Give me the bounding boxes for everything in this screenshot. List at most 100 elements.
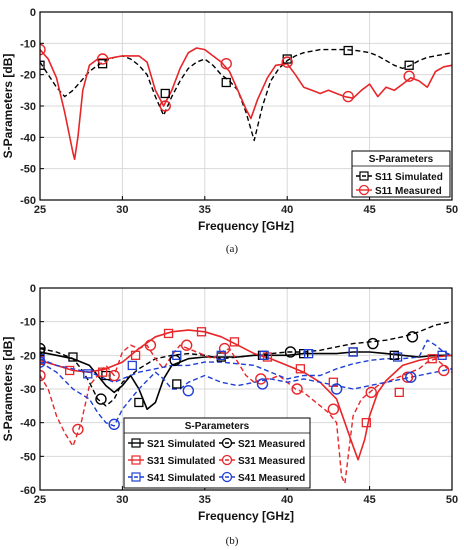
- marker-s31-measured: [218, 342, 231, 355]
- chart-b: 25 30 35 40 45 50 0 -10 -20 -30 -40 -50 -60 Frequency…: [1, 283, 458, 547]
- y-tick-label: -40: [20, 418, 36, 430]
- marker-s41-measured: [330, 383, 343, 395]
- marker-s31-simulated: [427, 354, 437, 364]
- marker-s41-measured: [182, 384, 195, 397]
- marker-s11-measured: [220, 58, 232, 70]
- marker-s11-simulated: [160, 88, 170, 99]
- marker-s31-measured: [327, 403, 340, 415]
- marker-s21-measured: [367, 337, 379, 350]
- marker-s31-measured: [40, 369, 46, 382]
- marker-s41-simulated: [259, 350, 269, 360]
- marker-s31-simulated: [262, 352, 273, 362]
- legend-title: S-Parameters: [185, 421, 250, 432]
- marker-s11-simulated: [343, 45, 353, 56]
- x-tick-label: 40: [281, 204, 293, 216]
- x-tick-label: 50: [446, 494, 458, 506]
- series-line-s21-measured: [40, 321, 452, 407]
- series-group: [40, 43, 452, 161]
- marker-s11-measured: [96, 53, 109, 65]
- marker-s31-measured: [72, 423, 84, 436]
- figure-caption: (b): [226, 535, 239, 547]
- legend-square-marker: [131, 472, 141, 482]
- marker-s11-measured: [342, 90, 354, 103]
- marker-s21-measured: [40, 342, 46, 355]
- chart-a: 25 30 35 40 45 50 0 -10 -20 -30 -40 -50 -60 Frequency…: [1, 7, 458, 255]
- marker-s31-simulated: [196, 327, 207, 337]
- marker-s41-simulated: [172, 350, 182, 360]
- legend-circle-marker: [358, 184, 370, 196]
- x-tick-label: 25: [34, 494, 46, 506]
- marker-s31-simulated: [163, 328, 174, 339]
- y-axis-label: S-Parameters [dB]: [1, 337, 15, 442]
- y-tick-label: -50: [20, 451, 36, 463]
- y-tick-label: -60: [20, 195, 36, 207]
- marker-s41-measured: [405, 371, 417, 383]
- marker-s31-measured: [438, 364, 450, 377]
- y-tick-label: -60: [20, 485, 36, 497]
- y-axis-label: S-Parameters [dB]: [1, 54, 15, 159]
- series-group: [40, 321, 452, 484]
- marker-s41-simulated: [392, 352, 403, 362]
- marker-s31-simulated: [130, 350, 141, 360]
- x-tick-label: 25: [34, 204, 46, 216]
- legend-entry: S21 Measured: [238, 439, 305, 450]
- marker-s41-measured: [108, 418, 120, 431]
- marker-s31-measured: [291, 383, 303, 395]
- marker-s11-simulated: [221, 77, 231, 88]
- series-line-s31-simulated: [40, 329, 452, 461]
- series-line-s11-measured: [40, 47, 452, 161]
- marker-s31-simulated: [295, 364, 306, 374]
- marker-s11-measured: [281, 56, 293, 68]
- legend-entry: S21 Simulated: [147, 439, 215, 450]
- series-line-s21-simulated: [40, 351, 452, 410]
- x-tick-label: 40: [281, 494, 293, 506]
- marker-s31-simulated: [361, 418, 371, 428]
- x-tick-label: 45: [363, 204, 375, 216]
- x-tick-label: 30: [116, 494, 128, 506]
- marker-s41-simulated: [83, 369, 93, 379]
- x-tick-label: 30: [116, 204, 128, 216]
- y-tick-label: -40: [20, 132, 36, 144]
- marker-s21-simulated: [134, 397, 144, 408]
- y-tick-label: -20: [20, 70, 36, 82]
- marker-s31-measured: [365, 386, 377, 399]
- series-line-s41-simulated: [40, 339, 452, 383]
- marker-s11-measured: [40, 43, 46, 56]
- marker-s31-simulated: [97, 367, 108, 377]
- legend-square-marker: [131, 455, 141, 465]
- marker-s21-measured: [169, 354, 181, 367]
- marker-s31-measured: [255, 373, 267, 385]
- marker-s11-measured: [159, 100, 171, 112]
- marker-s21-simulated: [172, 379, 182, 389]
- marker-s41-simulated: [303, 349, 314, 359]
- series-line-s11-simulated: [40, 48, 452, 142]
- legend-box: [123, 417, 311, 489]
- series-line-s41-measured: [40, 361, 452, 427]
- x-tick-label: 50: [446, 204, 458, 216]
- x-tick-label: 35: [199, 494, 211, 506]
- marker-s11-simulated: [40, 60, 45, 70]
- marker-s21-simulated: [389, 350, 399, 360]
- legend-square-marker: [359, 171, 369, 181]
- marker-s11-measured: [403, 70, 415, 82]
- y-tick-label: -10: [20, 317, 36, 329]
- legend-entry: S41 Measured: [238, 473, 305, 484]
- marker-s21-simulated: [299, 349, 309, 359]
- marker-s41-simulated: [348, 347, 358, 357]
- marker-s31-simulated: [229, 337, 240, 347]
- y-tick-label: 0: [30, 283, 36, 295]
- legend-circle-marker: [221, 454, 233, 466]
- y-tick-label: -20: [20, 350, 36, 362]
- marker-s41-simulated: [216, 350, 226, 360]
- marker-s31-measured: [180, 339, 193, 351]
- legend-circle-marker: [221, 437, 233, 449]
- marker-s31-measured: [401, 371, 414, 383]
- x-tick-label: 35: [199, 204, 211, 216]
- marker-s21-simulated: [68, 352, 78, 362]
- y-tick-label: -50: [20, 164, 36, 176]
- marker-s31-measured: [108, 369, 120, 382]
- marker-s41-simulated: [127, 360, 137, 371]
- legend-title: S-Parameters: [369, 154, 434, 165]
- y-tick-label: -10: [20, 38, 36, 50]
- x-axis-label: Frequency [GHz]: [198, 509, 294, 523]
